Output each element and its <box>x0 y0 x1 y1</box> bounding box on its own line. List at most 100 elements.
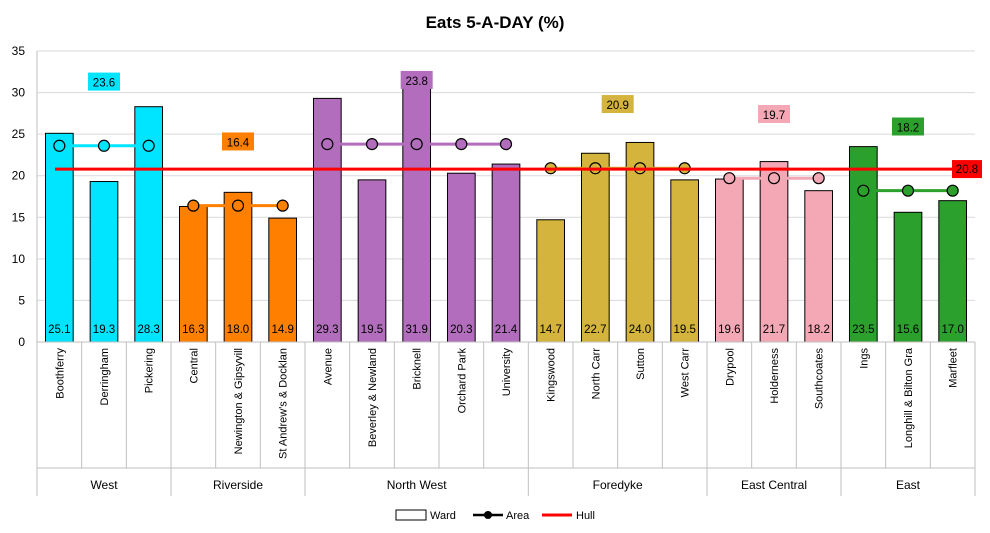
x-category-label: Ings <box>858 348 870 369</box>
bar-value-label: 28.3 <box>137 324 159 336</box>
bar <box>44 132 74 343</box>
bar <box>580 152 610 343</box>
y-axis: 0 5 10 15 20 25 30 35 <box>12 44 26 349</box>
bar-value-label: 25.1 <box>48 324 70 336</box>
bar <box>938 200 968 343</box>
bar <box>312 97 342 343</box>
bar-value-label: 17.0 <box>941 324 963 336</box>
y-tick-label: 5 <box>18 293 25 307</box>
y-tick-label: 30 <box>12 86 26 100</box>
y-tick-label: 20 <box>12 169 26 183</box>
bar-value-label: 24.0 <box>629 324 651 336</box>
legend-ward-label: Ward <box>430 510 456 522</box>
legend-ward-swatch <box>395 509 427 521</box>
bar-value-label: 21.7 <box>763 324 785 336</box>
bar <box>446 172 476 343</box>
x-category-label: North Carr <box>590 348 602 400</box>
area-marker <box>455 138 468 151</box>
bar-value-label: 15.6 <box>897 324 919 336</box>
area-label-box <box>88 72 120 91</box>
x-category-label: University <box>501 348 513 397</box>
x-group-label: Foredyke <box>593 478 643 492</box>
area-value-label: 19.7 <box>763 110 785 122</box>
bar-value-label: 14.9 <box>271 324 293 336</box>
bar <box>804 190 834 343</box>
bar-value-label: 19.5 <box>673 324 695 336</box>
bar <box>268 217 298 343</box>
bar <box>848 146 878 343</box>
x-group-label: Riverside <box>213 478 263 492</box>
area-label-box <box>892 117 924 136</box>
hull-value-label: 20.8 <box>956 164 978 176</box>
area-marker <box>767 172 781 185</box>
area-marker <box>365 138 379 151</box>
legend-hull-label: Hull <box>576 510 595 522</box>
x-group-label: East Central <box>741 478 807 492</box>
y-tick-label: 10 <box>12 252 26 266</box>
area-marker <box>187 199 200 212</box>
x-group-label: West <box>90 478 118 492</box>
bar-value-label: 19.6 <box>718 324 740 336</box>
x-category-label: Southcoates <box>814 348 826 410</box>
bar <box>536 219 566 343</box>
area-label-box <box>758 105 790 124</box>
x-category-label: Bricknell <box>412 348 424 390</box>
bar <box>178 205 208 343</box>
bar-value-label: 19.5 <box>361 324 383 336</box>
y-tick-label: 35 <box>12 44 26 58</box>
area-marker <box>812 172 825 185</box>
bar-value-label: 29.3 <box>316 324 338 336</box>
legend: Ward Area Hull <box>395 509 595 522</box>
bar-value-label: 23.5 <box>852 324 874 336</box>
y-tick-label: 15 <box>12 210 26 224</box>
area-label-box <box>400 70 433 89</box>
bar <box>714 178 744 343</box>
bar <box>893 211 923 343</box>
x-category-label: Drypool <box>724 348 736 386</box>
area-marker <box>901 184 915 197</box>
area-label-box <box>222 132 254 151</box>
area-value-label: 16.4 <box>227 137 250 149</box>
bar <box>670 179 700 343</box>
x-group-label: North West <box>387 478 447 492</box>
y-tick-label: 0 <box>18 335 25 349</box>
bar-value-label: 22.7 <box>584 324 606 336</box>
bar-value-label: 14.7 <box>539 324 561 336</box>
area-marker <box>321 138 334 151</box>
area-marker <box>723 172 736 185</box>
area-marker <box>97 139 111 152</box>
x-category-label: Marfleet <box>948 348 960 388</box>
bar-value-label: 18.0 <box>227 324 249 336</box>
area-value-label: 23.8 <box>405 76 427 88</box>
bar-value-label: 18.2 <box>807 324 829 336</box>
area-marker <box>499 138 513 151</box>
bar <box>402 76 432 343</box>
legend-area-marker <box>484 511 492 519</box>
y-tick-label: 25 <box>12 127 26 141</box>
area-marker <box>857 184 870 197</box>
x-category-label: Longhill & Bilton Gra <box>903 347 915 448</box>
bar <box>491 163 521 343</box>
bars: 25.1 19.3 28.3 16.3 18.0 14.9 29.3 19.5 31.9 20.3… <box>44 76 968 343</box>
area-marker <box>410 138 423 151</box>
x-axis: Boothferry Derringham Pickering West Central… <box>36 51 976 496</box>
area-marker <box>53 139 66 152</box>
x-category-label: Avenue <box>322 348 334 385</box>
x-category-label: Newington & Gipsyvill <box>233 348 245 454</box>
bar <box>357 179 387 343</box>
x-category-label: Derringham <box>99 348 111 405</box>
area-value-label: 20.9 <box>606 100 628 112</box>
x-category-label: Sutton <box>635 348 647 380</box>
x-category-label: St Andrew's & Docklan <box>278 348 290 459</box>
x-category-label: Boothferry <box>54 348 66 399</box>
hull-label-box <box>952 160 982 179</box>
x-category-label: Orchard Park <box>456 348 468 414</box>
area-value-label: 23.6 <box>93 78 115 90</box>
bar <box>759 161 789 343</box>
x-category-label: West Carr <box>680 348 692 398</box>
area-marker <box>231 199 245 212</box>
bar-value-label: 21.4 <box>495 324 518 336</box>
x-category-label: Central <box>188 348 200 383</box>
bar <box>625 141 655 343</box>
area-marker <box>946 184 959 197</box>
